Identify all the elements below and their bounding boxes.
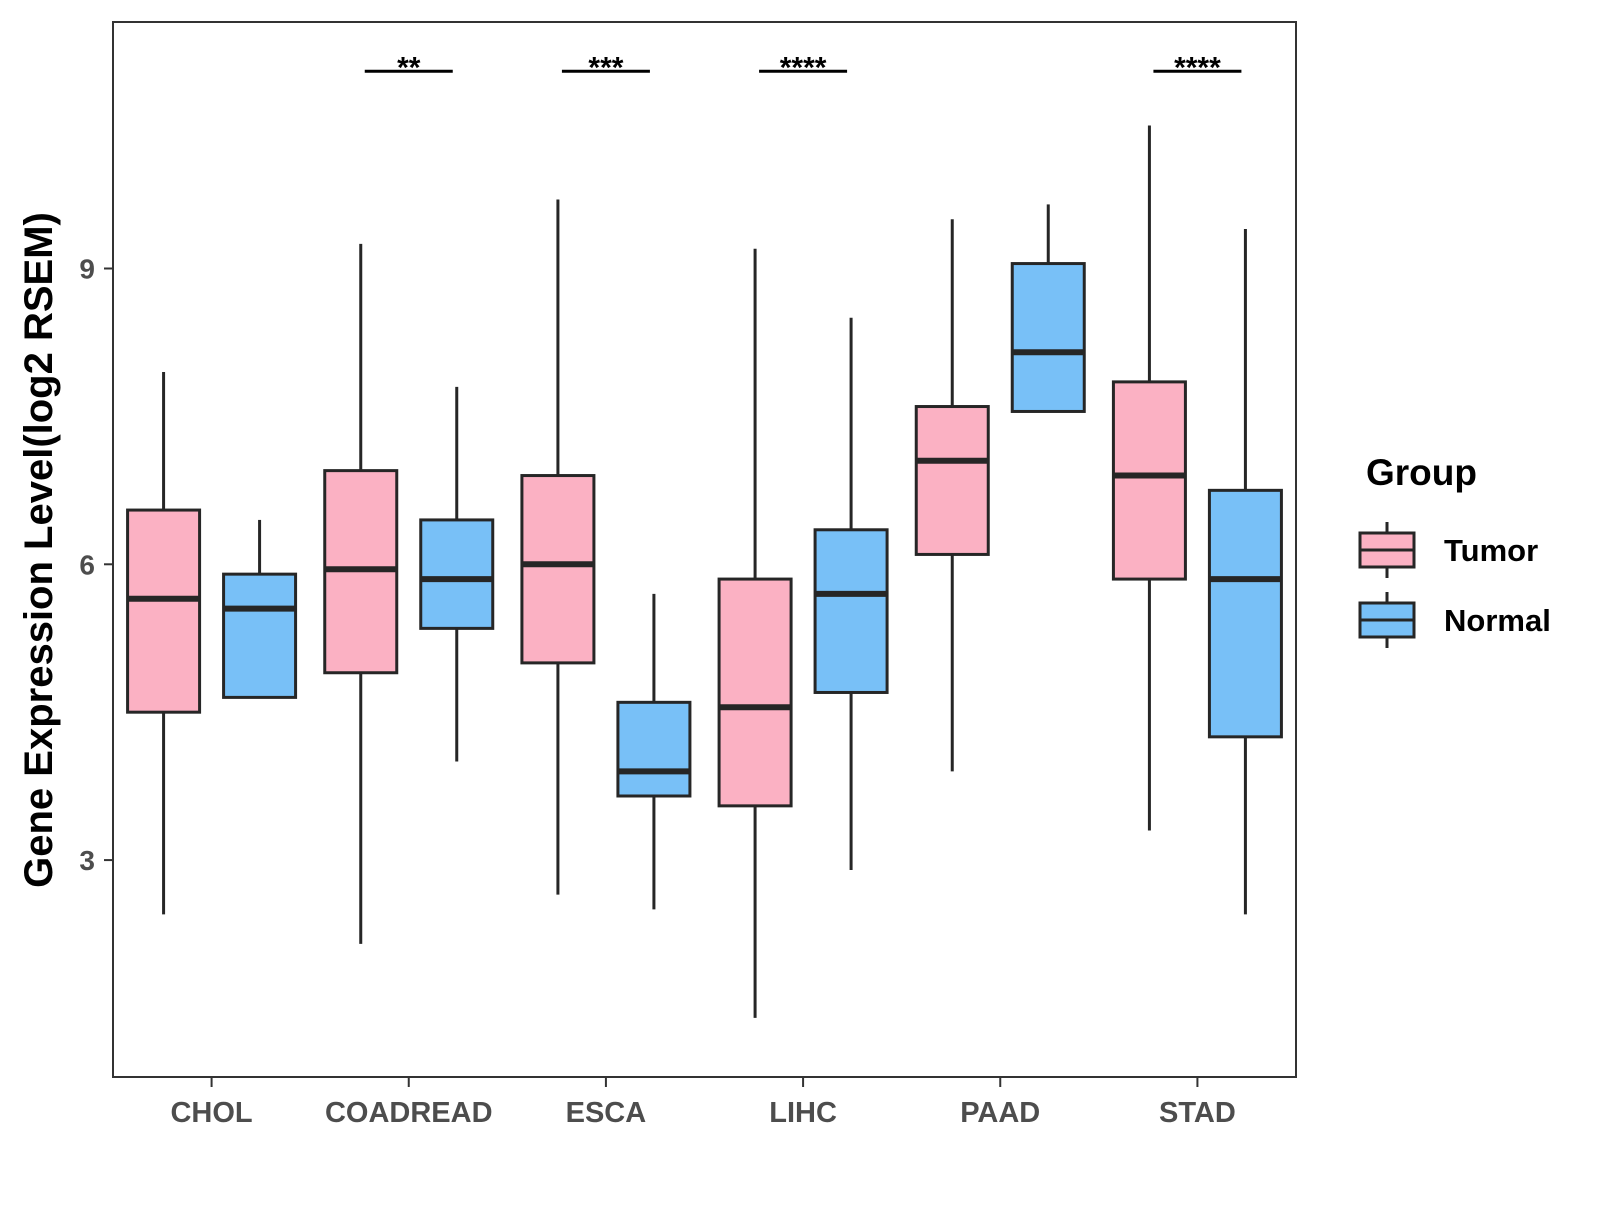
box-tumor-paad	[914, 219, 990, 772]
iqr-box	[520, 474, 596, 665]
significance-label: ****	[780, 51, 827, 84]
legend-item-normal: Normal	[1358, 592, 1551, 648]
significance-label: ***	[588, 51, 623, 84]
legend-label-normal: Normal	[1444, 603, 1551, 638]
x-tick-label-paad: PAAD	[960, 1097, 1040, 1129]
iqr-box	[813, 528, 889, 694]
iqr-box	[126, 508, 202, 714]
iqr-box	[914, 405, 990, 556]
box-normal-esca	[616, 593, 692, 910]
iqr-box	[1010, 262, 1086, 413]
x-tick-label-stad: STAD	[1159, 1097, 1236, 1129]
box-series-group	[126, 125, 1283, 1018]
y-tick-label: 6	[79, 549, 95, 580]
significance-stad: ****	[1153, 51, 1242, 84]
plot-panel-border	[112, 21, 1297, 1078]
significance-label: ****	[1174, 51, 1221, 84]
iqr-box	[419, 518, 495, 630]
box-tumor-chol	[126, 372, 202, 915]
legend-item-tumor: Tumor	[1358, 522, 1538, 578]
iqr-box	[717, 577, 793, 808]
iqr-box	[222, 572, 298, 699]
significance-annotations: ** *** **** ****	[364, 51, 1242, 84]
significance-label: **	[397, 51, 421, 84]
legend: Group Tumor Normal	[1358, 452, 1551, 648]
x-tick-label-chol: CHOL	[170, 1097, 252, 1129]
x-tick-label-coadread: COADREAD	[325, 1097, 493, 1129]
significance-coadread: **	[364, 51, 453, 84]
legend-label-tumor: Tumor	[1444, 533, 1538, 568]
y-tick-label: 3	[79, 845, 95, 876]
x-tick-label-lihc: LIHC	[769, 1097, 837, 1129]
box-tumor-coadread	[323, 243, 399, 944]
x-tick-label-esca: ESCA	[566, 1097, 647, 1129]
x-axis: CHOL COADREAD ESCA LIHC PAAD STAD	[170, 1077, 1236, 1129]
y-tick-label: 9	[79, 253, 95, 284]
box-tumor-stad	[1111, 125, 1187, 831]
box-tumor-esca	[520, 199, 596, 895]
legend-title: Group	[1366, 452, 1477, 493]
iqr-box	[1111, 380, 1187, 581]
box-tumor-lihc	[717, 248, 793, 1018]
iqr-box	[616, 700, 692, 798]
box-normal-lihc	[813, 317, 889, 870]
y-axis-title: Gene Expression Level(log2 RSEM)	[17, 212, 61, 888]
significance-esca: ***	[561, 51, 650, 84]
box-normal-coadread	[419, 386, 495, 762]
y-axis: 3 6 9	[79, 253, 113, 876]
box-normal-chol	[222, 519, 298, 699]
box-normal-paad	[1010, 204, 1086, 413]
box-normal-stad	[1207, 229, 1283, 915]
iqr-box	[1207, 488, 1283, 739]
significance-lihc: ****	[759, 51, 848, 84]
